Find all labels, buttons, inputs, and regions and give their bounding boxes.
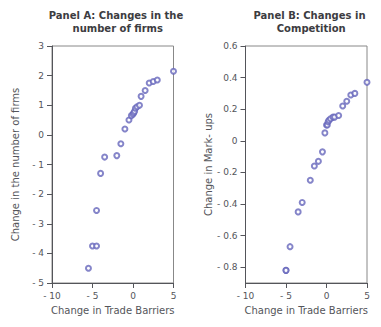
svg-text:Panel B: Changes in: Panel B: Changes in <box>254 10 369 21</box>
svg-text:number of firms: number of firms <box>73 23 163 34</box>
svg-text:0: 0 <box>38 130 44 140</box>
svg-text:- 5: - 5 <box>87 291 99 301</box>
svg-text:5: 5 <box>364 291 370 301</box>
svg-text:- 0.2: - 0.2 <box>217 167 237 177</box>
svg-text:- 4: - 4 <box>32 248 44 258</box>
svg-text:3: 3 <box>38 41 44 51</box>
svg-text:0.2: 0.2 <box>223 104 237 114</box>
svg-text:Change in Mark- ups: Change in Mark- ups <box>203 113 214 216</box>
svg-text:5: 5 <box>171 291 177 301</box>
svg-text:0.6: 0.6 <box>223 41 238 51</box>
svg-text:- 1: - 1 <box>32 160 44 170</box>
svg-text:- 0.8: - 0.8 <box>217 262 238 272</box>
svg-text:- 5: - 5 <box>32 278 44 288</box>
svg-text:Competition: Competition <box>277 23 346 34</box>
svg-text:- 0.6: - 0.6 <box>217 231 238 241</box>
svg-text:2: 2 <box>38 71 44 81</box>
svg-text:0: 0 <box>324 291 330 301</box>
svg-text:- 2: - 2 <box>32 189 44 199</box>
svg-text:- 5: - 5 <box>280 291 292 301</box>
svg-text:0: 0 <box>232 136 238 146</box>
svg-text:Change in Trade Barriers: Change in Trade Barriers <box>51 305 175 316</box>
svg-text:- 10: - 10 <box>237 291 255 301</box>
svg-text:Change in the number of firms: Change in the number of firms <box>10 88 21 242</box>
svg-text:- 3: - 3 <box>32 219 44 229</box>
svg-text:Change in Trade Barriers: Change in Trade Barriers <box>244 305 368 316</box>
svg-text:0.4: 0.4 <box>223 73 238 83</box>
svg-text:Panel A: Changes in the: Panel A: Changes in the <box>49 10 187 21</box>
svg-text:1: 1 <box>38 100 44 110</box>
svg-text:- 10: - 10 <box>43 291 61 301</box>
svg-text:0: 0 <box>130 291 136 301</box>
svg-text:- 0.4: - 0.4 <box>217 199 238 209</box>
